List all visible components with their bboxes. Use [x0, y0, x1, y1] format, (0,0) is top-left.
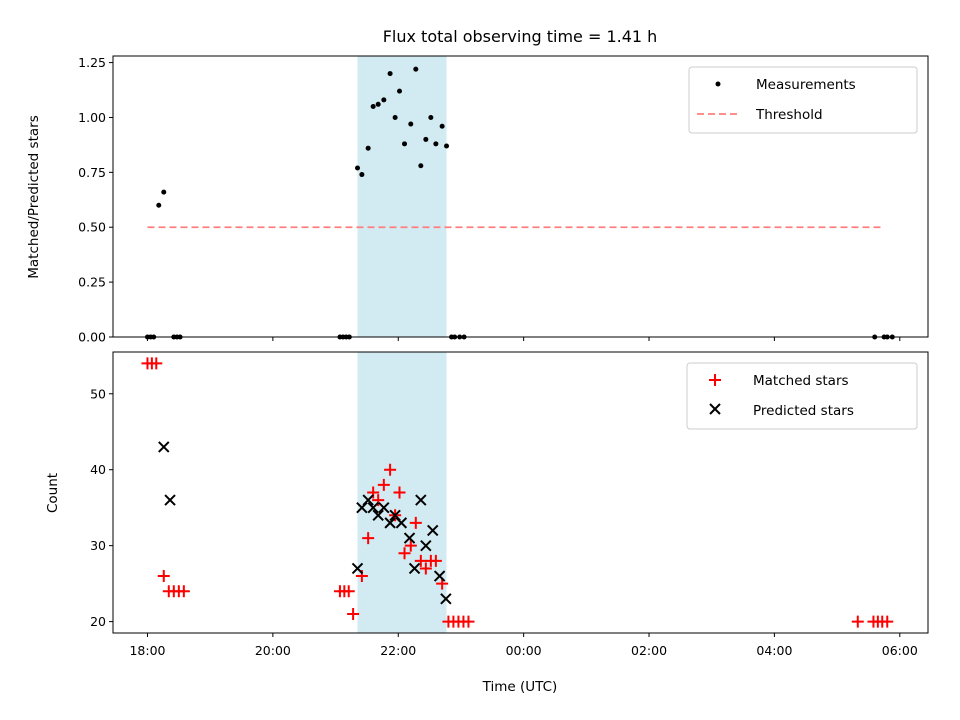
top-legend-frame: [688, 66, 918, 134]
measurements-point: [370, 103, 376, 109]
matched-stars-point: [393, 486, 406, 499]
measurements-point: [418, 163, 424, 169]
predicted-stars-point: [372, 509, 384, 521]
legend-measurements-marker: [715, 81, 721, 87]
y-tick-label: 50: [90, 386, 106, 401]
matched-stars-point: [414, 554, 427, 567]
y-tick-label: 0.75: [78, 165, 106, 180]
top-panel-ylabel: Matched/Predicted stars: [26, 115, 42, 278]
matched-stars-point: [398, 547, 411, 560]
bottom-panel-ylabel: Count: [45, 473, 61, 513]
matched-stars-point: [367, 486, 380, 499]
x-axis-label: Time (UTC): [482, 679, 558, 695]
predicted-stars-point: [384, 517, 396, 529]
predicted-stars-point: [440, 593, 452, 605]
predicted-stars-point: [158, 441, 170, 453]
matched-stars-point: [342, 585, 355, 598]
y-tick-label: 20: [90, 614, 106, 629]
y-tick-label: 40: [90, 462, 106, 477]
y-tick-label: 0.00: [78, 330, 106, 345]
measurements-point: [423, 136, 429, 142]
matched-stars-point: [881, 615, 894, 628]
matched-stars-point: [150, 357, 163, 370]
measurements-point: [359, 172, 365, 178]
legend-matched-label: Matched stars: [753, 373, 849, 389]
predicted-stars-point: [427, 524, 439, 537]
x-tick-label: 02:00: [631, 643, 667, 658]
measurements-point: [365, 145, 371, 151]
bottom-panel-plot-layer: [141, 352, 894, 633]
matched-stars-point: [384, 463, 397, 476]
legend-measurements-label: Measurements: [756, 77, 856, 93]
matched-stars-point: [157, 570, 170, 583]
legend-predicted-label: Predicted stars: [753, 403, 854, 419]
measurements-point: [428, 114, 434, 120]
bottom-panel-frame: [112, 351, 929, 634]
measurements-point: [397, 88, 403, 94]
matched-stars-point: [177, 585, 190, 598]
predicted-stars-point: [395, 517, 408, 529]
measurements-point: [413, 66, 419, 72]
x-tick-label: 04:00: [756, 643, 792, 658]
predicted-stars-point: [415, 494, 427, 506]
measurements-point: [387, 71, 393, 77]
measurements-point: [408, 121, 414, 127]
matched-stars-point: [362, 532, 375, 545]
matched-stars-point: [409, 516, 422, 529]
bottom-panel: Count 20 30 40 50 18:00 20:00 22:00 00:00 02:00 0…: [45, 351, 929, 658]
matched-stars-point: [419, 562, 432, 575]
matched-stars-point: [851, 615, 864, 628]
legend-predicted-marker: [709, 403, 721, 415]
measurements-point: [156, 202, 162, 208]
measurements-point: [161, 189, 167, 195]
x-tick-label: 18:00: [129, 643, 165, 658]
measurements-point: [375, 101, 381, 107]
predicted-stars-point: [408, 562, 421, 575]
matched-stars-point: [377, 478, 390, 491]
matched-stars-point: [404, 539, 417, 552]
legend-matched-marker: [709, 374, 721, 386]
chart-title: Flux total observing time = 1.41 h: [383, 27, 658, 46]
y-tick-label: 30: [90, 538, 106, 553]
predicted-stars-point: [164, 494, 176, 506]
x-tick-label: 20:00: [255, 643, 291, 658]
measurements-point: [402, 141, 408, 147]
y-tick-label: 0.25: [78, 275, 106, 290]
matched-stars-point: [429, 554, 442, 567]
predicted-stars-point: [420, 539, 432, 552]
bottom-legend-frame: [686, 362, 918, 430]
predicted-stars-point: [378, 501, 390, 514]
top-panel-frame: [112, 55, 929, 338]
top-panel: Matched/Predicted stars 0.00 0.25 0.50 0.75…: [26, 55, 929, 345]
measurements-point: [444, 143, 450, 149]
matched-stars-point: [372, 494, 385, 507]
bottom-panel-legend: Matched stars Predicted stars: [686, 362, 918, 430]
y-tick-label: 1.25: [78, 55, 106, 70]
predicted-stars-point: [403, 532, 416, 544]
legend-threshold-label: Threshold: [755, 107, 823, 123]
top-panel-legend: Measurements Threshold: [688, 66, 918, 134]
observing-window-shade: [357, 56, 447, 337]
x-tick-label: 00:00: [506, 643, 542, 658]
matched-stars-point: [347, 608, 360, 621]
x-tick-label: 06:00: [882, 643, 918, 658]
matched-stars-point: [462, 615, 475, 628]
y-tick-label: 1.00: [78, 110, 106, 125]
y-tick-label: 0.50: [78, 220, 106, 235]
predicted-stars-point: [433, 570, 446, 582]
predicted-stars-point: [367, 501, 379, 514]
predicted-stars-point: [362, 494, 374, 506]
x-tick-label: 22:00: [380, 643, 416, 658]
measurements-point: [392, 114, 398, 120]
measurements-point: [355, 165, 360, 171]
measurements-point: [381, 97, 387, 103]
predicted-stars-point: [351, 562, 364, 575]
measurements-point: [439, 123, 445, 129]
measurements-point: [433, 141, 439, 147]
